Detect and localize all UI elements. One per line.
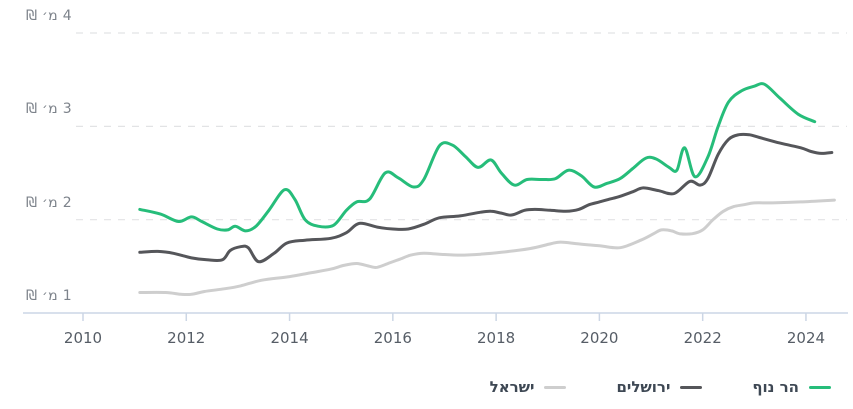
legend-item-har-nof[interactable]: הר נוף	[752, 378, 831, 396]
x-axis-label: 2022	[683, 329, 722, 347]
legend-item-israel[interactable]: ישראל	[490, 378, 567, 396]
x-axis-label: 2010	[63, 329, 103, 347]
x-axis-label: 2024	[786, 329, 826, 347]
y-axis-label: 3 מ׳ ₪	[26, 101, 72, 118]
x-axis-label: 2014	[270, 329, 309, 347]
legend: הר נוף ירושלים ישראל	[490, 378, 831, 396]
legend-label-har-nof: הר נוף	[752, 378, 799, 396]
x-axis-label: 2018	[477, 329, 516, 347]
series-line-har-nof	[138, 82, 817, 233]
legend-label-jerusalem: ירושלים	[616, 378, 671, 396]
x-axis-label: 2016	[373, 329, 412, 347]
y-axis-label: 1 מ׳ ₪	[26, 288, 72, 304]
series-line-israel	[138, 198, 836, 297]
y-axis-label: 4 מ׳ ₪	[26, 8, 72, 24]
x-axis-label: 2020	[580, 329, 619, 347]
legend-marker-jerusalem	[680, 385, 703, 389]
y-axis-label: 2 מ׳ ₪	[26, 194, 72, 211]
series-line-jerusalem	[138, 132, 834, 264]
legend-label-israel: ישראל	[489, 378, 535, 396]
x-axis-label: 2012	[167, 329, 206, 347]
legend-item-jerusalem[interactable]: ירושלים	[616, 378, 703, 396]
legend-marker-israel	[544, 385, 567, 389]
legend-marker-har-nof	[809, 385, 831, 389]
